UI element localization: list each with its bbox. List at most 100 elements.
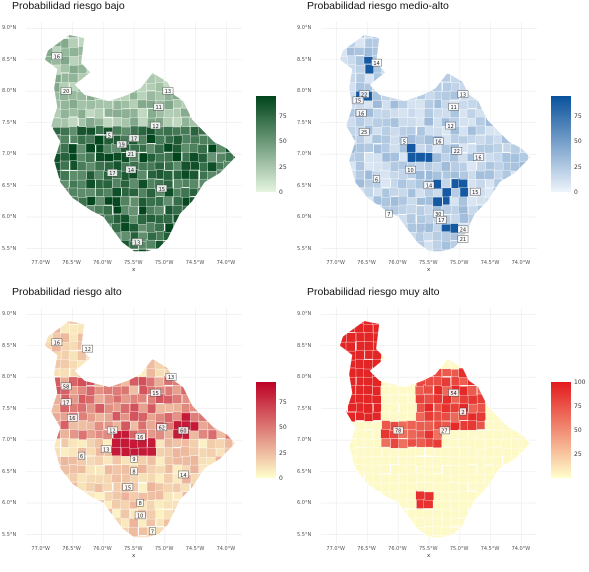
municipality: [121, 125, 131, 136]
municipality: [475, 125, 486, 135]
x-tick-label: 76.0°W: [388, 260, 407, 266]
municipality: [363, 429, 373, 440]
municipality: [189, 438, 199, 449]
x-tick-label: 74.0°W: [511, 546, 531, 552]
municipality: [371, 421, 382, 432]
municipality: [77, 179, 87, 189]
municipality: [363, 455, 373, 466]
municipality: [355, 81, 366, 92]
municipality: [154, 499, 165, 509]
value-label: 17: [63, 400, 69, 406]
municipality: [493, 151, 504, 162]
municipality: [94, 169, 104, 180]
municipality: [467, 196, 477, 207]
y-tick-label: 6.0°N: [297, 500, 312, 507]
municipality: [450, 161, 461, 172]
municipality: [60, 108, 70, 119]
value-label: 15: [355, 99, 361, 105]
municipality: [155, 403, 166, 414]
value-label: 17: [438, 218, 444, 224]
municipality: [441, 90, 452, 101]
municipality: [94, 393, 105, 404]
value-label-box: [107, 426, 118, 435]
value-label: 14: [180, 473, 186, 479]
municipality: [449, 446, 460, 457]
municipality: [112, 385, 123, 396]
y-tick-label: 6.5°N: [297, 468, 312, 475]
municipality: [85, 161, 96, 172]
municipality: [215, 438, 226, 449]
value-label-box: [371, 58, 382, 67]
municipality: [164, 402, 175, 413]
municipality: [146, 481, 157, 492]
value-label: 20: [63, 89, 69, 95]
municipality: [85, 394, 96, 405]
value-label-box: [122, 483, 134, 491]
x-tick-label: 77.0°W: [326, 260, 345, 266]
municipality: [77, 187, 88, 198]
municipality: [69, 429, 80, 439]
municipality: [467, 143, 478, 154]
value-label-box: [130, 467, 138, 476]
x-axis-name: x: [427, 553, 431, 559]
y-tick-label: 8.5°N: [2, 56, 17, 63]
municipality: [94, 412, 105, 423]
municipality: [424, 125, 435, 136]
y-tick-label: 5.5°N: [2, 245, 17, 252]
municipality: [492, 456, 503, 466]
municipality: [364, 473, 375, 484]
municipality: [449, 482, 460, 493]
municipality: [432, 161, 443, 172]
municipality: [94, 161, 105, 171]
municipality: [364, 115, 374, 126]
municipality: [364, 107, 375, 118]
legend-tick-label: 50: [574, 138, 582, 146]
municipality: [415, 421, 426, 432]
municipality: [164, 160, 175, 171]
municipality: [111, 454, 122, 465]
municipality: [467, 385, 477, 396]
municipality: [389, 412, 400, 422]
municipality: [415, 116, 426, 127]
municipality: [111, 499, 122, 510]
municipality: [137, 455, 147, 465]
municipality: [432, 230, 443, 241]
municipality: [137, 214, 148, 225]
municipality: [364, 411, 374, 422]
value-label: 12: [152, 124, 158, 130]
value-label-box: [358, 128, 370, 136]
value-label-box: [51, 338, 63, 347]
municipality: [104, 394, 114, 405]
municipality: [85, 446, 96, 456]
municipality: [406, 179, 416, 190]
municipality: [130, 249, 140, 252]
municipality: [163, 99, 174, 110]
municipality: [449, 455, 460, 466]
municipality: [76, 170, 87, 181]
value-label-box: [116, 140, 127, 149]
municipality: [398, 490, 408, 501]
municipality: [371, 464, 382, 475]
x-tick-label: 76.5°W: [62, 546, 81, 552]
municipality: [68, 446, 78, 457]
municipality: [432, 152, 442, 163]
municipality: [450, 465, 460, 476]
value-label: 12: [109, 429, 115, 435]
x-tick-label: 76.0°W: [388, 546, 407, 552]
municipality: [371, 456, 382, 466]
municipality: [68, 72, 79, 83]
municipality: [407, 152, 417, 163]
value-label-box: [457, 90, 469, 98]
municipality: [189, 421, 200, 432]
municipality: [441, 402, 451, 413]
y-tick-label: 7.5°N: [2, 405, 17, 412]
department-outline: [44, 34, 237, 253]
municipality: [468, 403, 478, 414]
municipality: [137, 126, 148, 136]
municipality: [440, 161, 451, 172]
x-tick-label: 74.5°W: [480, 546, 500, 552]
municipality: [60, 142, 70, 153]
municipality: [85, 481, 96, 492]
legend-tick-label: 50: [279, 138, 287, 146]
municipality: [147, 403, 157, 414]
